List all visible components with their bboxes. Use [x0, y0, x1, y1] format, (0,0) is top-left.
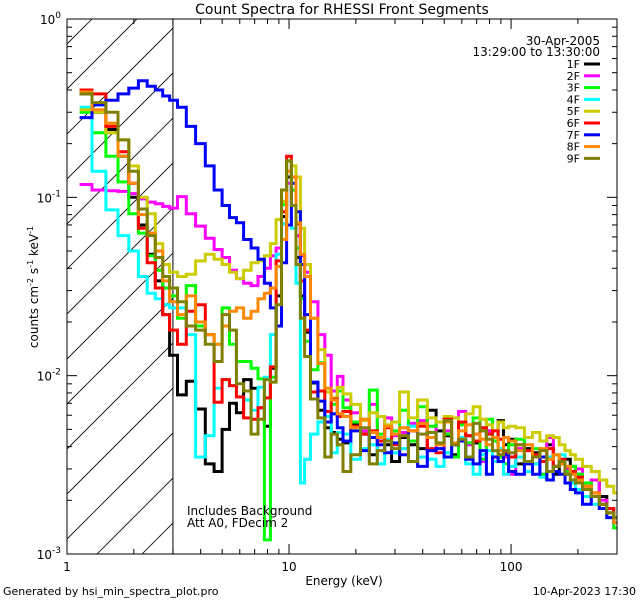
- legend-label-8F: 8F: [567, 141, 580, 154]
- legend-label-5F: 5F: [567, 105, 580, 118]
- hatch-line: [67, 207, 173, 315]
- hatch-region: [0, 0, 173, 554]
- hatch-line: [67, 19, 93, 45]
- series-line-9F: [79, 92, 617, 520]
- hatch-line: [67, 162, 173, 270]
- svg-text:counts cm-2 s-1 keV-1: counts cm-2 s-1 keV-1: [26, 226, 41, 348]
- legend-label-2F: 2F: [567, 70, 580, 83]
- legend-label-7F: 7F: [567, 129, 580, 142]
- series-group: [79, 79, 617, 542]
- series-line-7F: [79, 79, 617, 525]
- legend-label-1F: 1F: [567, 58, 580, 71]
- y-label-exp: -1: [26, 260, 35, 268]
- hatch-line: [67, 27, 173, 135]
- generated-by-label: Generated by hsi_min_spectra_plot.pro: [3, 585, 219, 598]
- y-label-exp: -2: [26, 278, 35, 286]
- y-label-part: counts cm: [27, 286, 41, 348]
- series-line-5F: [79, 108, 617, 495]
- x-axis-label: Energy (keV): [305, 574, 382, 588]
- hatch-line: [67, 252, 173, 360]
- legend-label-3F: 3F: [567, 82, 580, 95]
- legend-label-9F: 9F: [567, 152, 580, 165]
- hatch-line: [67, 19, 138, 90]
- legend-label-4F: 4F: [567, 93, 580, 106]
- chart-title: Count Spectra for RHESSI Front Segments: [195, 2, 489, 18]
- y-label-part: s: [27, 268, 41, 278]
- date-label: 30-Apr-2005: [526, 34, 600, 48]
- annotation-attenuator: Att A0, FDecim 2: [187, 516, 288, 530]
- y-label-exp: -1: [26, 226, 35, 234]
- axis-ticks: 1 10 100 100 10-1 10-2 10-3: [37, 11, 618, 574]
- x-tick-label: 100: [500, 560, 523, 574]
- hatch-line: [0, 0, 112, 554]
- hatch-line: [67, 432, 173, 540]
- y-label-part: keV: [27, 233, 41, 260]
- hatch-line: [67, 387, 173, 495]
- plot-frame: [66, 18, 618, 555]
- y-tick-label: 10-3: [37, 546, 61, 562]
- y-tick-label: 10-2: [37, 368, 61, 384]
- y-axis-label: counts cm-2 s-1 keV-1: [26, 226, 41, 348]
- y-tick-label: 100: [40, 11, 61, 27]
- annotation-background: Includes Background: [187, 504, 312, 518]
- timestamp-label: 10-Apr-2023 17:30: [533, 585, 636, 598]
- x-tick-label: 10: [281, 560, 296, 574]
- y-tick-label: 10-1: [37, 189, 61, 205]
- x-tick-label: 1: [63, 560, 71, 574]
- legend-label-6F: 6F: [567, 117, 580, 130]
- time-range-label: 13:29:00 to 13:30:00: [473, 45, 600, 59]
